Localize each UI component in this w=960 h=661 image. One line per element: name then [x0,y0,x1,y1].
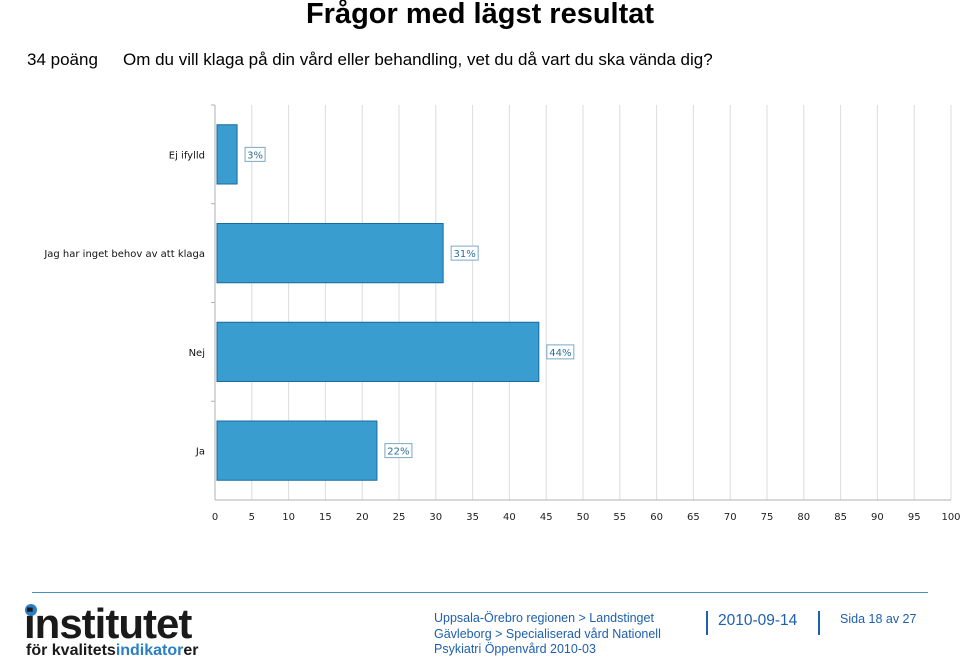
bar [216,223,444,284]
x-tick-label: 40 [503,512,516,523]
category-label: Ja [195,447,205,458]
data-label: 44% [549,348,571,359]
x-tick-label: 0 [212,512,218,523]
footer-separator [706,611,708,635]
x-tick-label: 50 [577,512,590,523]
category-label: Jag har inget behov av att klaga [43,249,205,260]
x-tick-label: 90 [871,512,884,523]
logo-tagline-suffix: er [183,642,199,659]
data-label: 3% [247,150,263,161]
organization-line: Psykiatri Öppenvård 2010-03 [434,642,596,656]
organization-line: Uppsala-Örebro regionen > Landstinget [434,611,654,625]
bar-chart: 0 5 10 15 20 25 30 35 40 45 50 55 60 65 70 75 80 85 90 95 10… [43,104,960,523]
logo-wordmark: institutet [24,600,192,647]
x-tick-label: 10 [282,512,295,523]
page-title: Frågor med lägst resultat [305,0,655,30]
question-row: 34 poäng Om du vill klaga på din vård ell… [27,50,713,70]
question-text: Om du vill klaga på din vård eller behan… [123,50,713,69]
bar [216,420,378,481]
category-label: Ej ifylld [169,150,205,161]
report-date: 2010-09-14 [718,612,798,629]
bar [216,124,238,185]
x-tick-label: 25 [393,512,406,523]
data-label: 22% [387,447,409,458]
x-tick-label: 20 [356,512,369,523]
x-tick-label: 70 [724,512,737,523]
x-tick-label: 100 [941,512,960,523]
footer-divider [32,592,928,593]
page-number: Sida 18 av 27 [840,612,917,626]
x-tick-label: 15 [319,512,332,523]
organization-line: Gävleborg > Specialiserad vård Nationell [434,626,661,641]
x-tick-label: 95 [908,512,921,523]
x-tick-label: 55 [613,512,626,523]
score-label: 34 poäng [27,50,98,69]
x-tick-label: 60 [650,512,663,523]
bar [216,321,540,382]
x-tick-label: 35 [466,512,479,523]
data-label: 31% [454,249,476,260]
x-tick-label: 5 [249,512,255,523]
logo-dot-icon [25,604,37,616]
x-tick-label: 65 [687,512,700,523]
data-label-box [244,146,266,162]
data-label-box [450,245,479,261]
x-tick-label: 30 [429,512,442,523]
logo-tagline-highlight: indikator [115,642,184,659]
footer-separator [818,611,820,635]
data-label-box [384,443,413,459]
data-label-box [546,344,575,360]
x-tick-label: 80 [797,512,810,523]
logo-tagline-prefix: för kvalitets [26,642,116,659]
x-tick-label: 85 [834,512,847,523]
category-label: Nej [189,348,205,359]
organization-path: Uppsala-Örebro regionen > Landstinget Gä… [434,611,661,658]
x-tick-label: 75 [761,512,774,523]
logo-tagline: för kvalitetsindikatorer [26,642,199,660]
x-tick-label: 45 [540,512,553,523]
